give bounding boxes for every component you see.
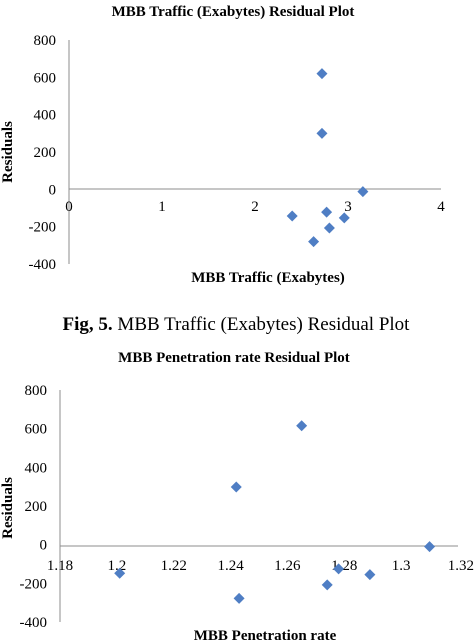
x-tick-label: 2 <box>251 199 259 215</box>
data-point <box>321 579 333 591</box>
data-point <box>286 210 298 222</box>
x-tick-label: 1.28 <box>331 558 357 574</box>
data-point <box>230 481 242 493</box>
x-axis-label: MBB Penetration rate <box>194 628 337 641</box>
x-tick-label: 1.24 <box>217 558 244 574</box>
data-point <box>114 567 126 579</box>
x-tick-label: 1.22 <box>161 558 187 574</box>
data-point <box>321 206 333 218</box>
data-point <box>233 592 245 604</box>
y-tick-label: 600 <box>34 70 57 86</box>
data-point <box>338 212 350 224</box>
data-point <box>333 563 345 575</box>
data-point <box>323 222 335 234</box>
chart-traffic-residuals: MBB Traffic (Exabytes) Residual Plot Res… <box>0 4 445 286</box>
data-point <box>364 569 376 581</box>
x-tick-label: 1.3 <box>392 558 411 574</box>
chart-title: MBB Penetration rate Residual Plot <box>118 350 350 366</box>
y-tick-label: 400 <box>34 108 57 124</box>
chart-title: MBB Traffic (Exabytes) Residual Plot <box>112 4 355 20</box>
x-tick-label: 1.32 <box>448 558 474 574</box>
data-point <box>357 186 369 198</box>
x-tick-label: 1.18 <box>47 558 73 574</box>
y-tick-label: 400 <box>25 460 48 476</box>
x-axis-label: MBB Traffic (Exabytes) <box>191 270 345 286</box>
data-point <box>424 541 436 553</box>
data-points <box>114 420 436 604</box>
y-tick-label: -400 <box>20 615 48 631</box>
x-tick-label: 1 <box>158 199 166 215</box>
data-point <box>308 236 320 248</box>
data-points <box>286 68 369 248</box>
data-point <box>296 420 308 432</box>
data-point <box>316 127 328 139</box>
y-tick-label: 800 <box>25 383 48 399</box>
caption-text: MBB Traffic (Exabytes) Residual Plot <box>113 314 411 335</box>
y-tick-label: -400 <box>29 257 57 273</box>
y-axis-label: Residuals <box>0 121 16 183</box>
caption-prefix: Fig, 5. <box>63 314 113 335</box>
x-tick-label: 3 <box>344 199 352 215</box>
y-tick-label: 800 <box>34 33 57 49</box>
tick-labels: -400 -200 0 200 400 600 800 0 1 2 3 4 <box>29 33 446 273</box>
y-tick-label: 0 <box>40 538 48 554</box>
y-tick-label: 600 <box>25 422 48 438</box>
y-tick-label: 200 <box>34 145 57 161</box>
y-tick-label: 0 <box>49 182 57 198</box>
x-tick-label: 1.26 <box>274 558 301 574</box>
figure-caption: Fig, 5. MBB Traffic (Exabytes) Residual … <box>63 314 411 335</box>
y-tick-label: -200 <box>29 220 57 236</box>
x-tick-label: 0 <box>65 199 73 215</box>
y-tick-label: 200 <box>25 499 48 515</box>
x-tick-label: 4 <box>437 199 445 215</box>
y-tick-label: -200 <box>20 576 48 592</box>
y-axis-label: Residuals <box>0 477 16 539</box>
chart-penetration-residuals: MBB Penetration rate Residual Plot Resid… <box>0 350 474 641</box>
data-point <box>316 68 328 80</box>
